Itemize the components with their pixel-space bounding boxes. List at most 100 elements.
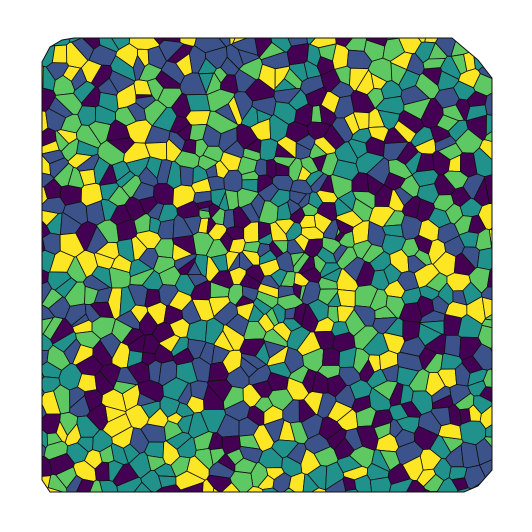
voronoi-cell (321, 347, 341, 366)
voronoi-cell (90, 301, 114, 319)
voronoi-cell (483, 478, 492, 492)
voronoi-cell (158, 0, 215, 24)
voronoi-cell (0, 103, 34, 129)
voronoi-cell (0, 387, 41, 406)
voronoi-cell (390, 0, 409, 34)
voronoi-cell (493, 127, 532, 158)
voronoi-cell (336, 455, 363, 474)
voronoi-cell (260, 493, 299, 532)
voronoi-cell (433, 0, 462, 33)
voronoi-cell (0, 183, 32, 240)
voronoi-cell (491, 248, 492, 268)
voronoi-cell (0, 344, 35, 365)
voronoi-cell (491, 173, 492, 205)
voronoi-cell (426, 490, 462, 492)
voronoi-cell (431, 385, 452, 404)
voronoi-cell (493, 63, 514, 89)
voronoi-cell (163, 38, 181, 43)
voronoi-cell (222, 209, 236, 229)
voronoi-cell (481, 318, 492, 331)
voronoi-cell (504, 417, 532, 459)
voronoi-cell (475, 437, 492, 466)
voronoi-cell (42, 140, 60, 155)
voronoi-cell (42, 147, 43, 169)
voronoi-cell (241, 486, 268, 492)
voronoi-cell (0, 101, 29, 169)
voronoi-cell (0, 364, 36, 390)
voronoi-cell (367, 491, 392, 492)
voronoi-cell (0, 236, 33, 273)
voronoi-cell (495, 118, 523, 131)
voronoi-cell (301, 487, 329, 492)
voronoi-cell (185, 110, 211, 126)
voronoi-cell (0, 56, 36, 84)
voronoi-cell (369, 476, 392, 492)
voronoi-cell (285, 0, 323, 27)
voronoi-cell (284, 307, 297, 320)
voronoi-cell (0, 73, 35, 104)
voronoi-cell (318, 0, 333, 34)
voronoi-cell (499, 455, 532, 473)
voronoi-cell (476, 247, 492, 271)
voronoi-cell (42, 487, 52, 492)
voronoi-cell (490, 383, 492, 408)
voronoi-cell (479, 457, 492, 480)
voronoi-cell (410, 496, 428, 532)
voronoi-cell (275, 218, 295, 235)
voronoi-cell (385, 496, 413, 532)
voronoi-cell (0, 167, 37, 192)
voronoi-cell (486, 269, 492, 288)
voronoi-cell (152, 498, 216, 532)
voronoi-cell (316, 246, 337, 264)
voronoi-cell (327, 18, 347, 37)
voronoi-cell (207, 487, 222, 492)
voronoi-cell (495, 441, 532, 459)
voronoi-cell (287, 198, 302, 216)
voronoi-cell (137, 490, 165, 492)
voronoi-cell (125, 38, 152, 39)
voronoi-cell (229, 470, 254, 492)
voronoi-cell (207, 175, 225, 192)
voronoi-cell (466, 38, 491, 52)
voronoi-cell (214, 103, 238, 125)
voronoi-cell (11, 300, 40, 320)
voronoi-cell (200, 478, 215, 492)
voronoi-cell (292, 283, 302, 300)
voronoi-cell (382, 38, 402, 41)
voronoi-cell (490, 461, 492, 492)
voronoi-cell (457, 6, 480, 37)
voronoi-cell (450, 487, 473, 492)
voronoi-cell (422, 58, 446, 70)
voronoi-cell (495, 189, 532, 222)
voronoi-cell (49, 498, 104, 532)
voronoi-cell (499, 91, 521, 113)
voronoi-cell (47, 0, 67, 30)
voronoi-cell (42, 382, 45, 399)
voronoi-cell (501, 313, 532, 354)
voronoi-cell (495, 148, 532, 193)
voronoi-cell (500, 66, 532, 114)
voronoi-cell (497, 99, 532, 128)
voronoi-cell (185, 94, 211, 112)
voronoi-cell (116, 476, 143, 492)
voronoi-cell (498, 307, 531, 327)
voronoi-cell (499, 179, 523, 197)
voronoi-cell (0, 457, 33, 484)
voronoi-cell (337, 289, 356, 308)
voronoi-cell (13, 214, 40, 239)
voronoi-cell (490, 361, 492, 389)
voronoi-cell (499, 276, 532, 315)
voronoi-cell (208, 495, 245, 532)
voronoi-cell (414, 249, 432, 266)
voronoi-cell (442, 104, 465, 122)
voronoi-cell (318, 0, 353, 27)
voronoi-cell (210, 0, 234, 31)
voronoi-cell (0, 252, 36, 270)
voronoi-cell (192, 0, 213, 37)
voronoi-cell (42, 481, 50, 492)
voronoi-cell (282, 487, 305, 492)
voronoi-cell (452, 0, 489, 27)
